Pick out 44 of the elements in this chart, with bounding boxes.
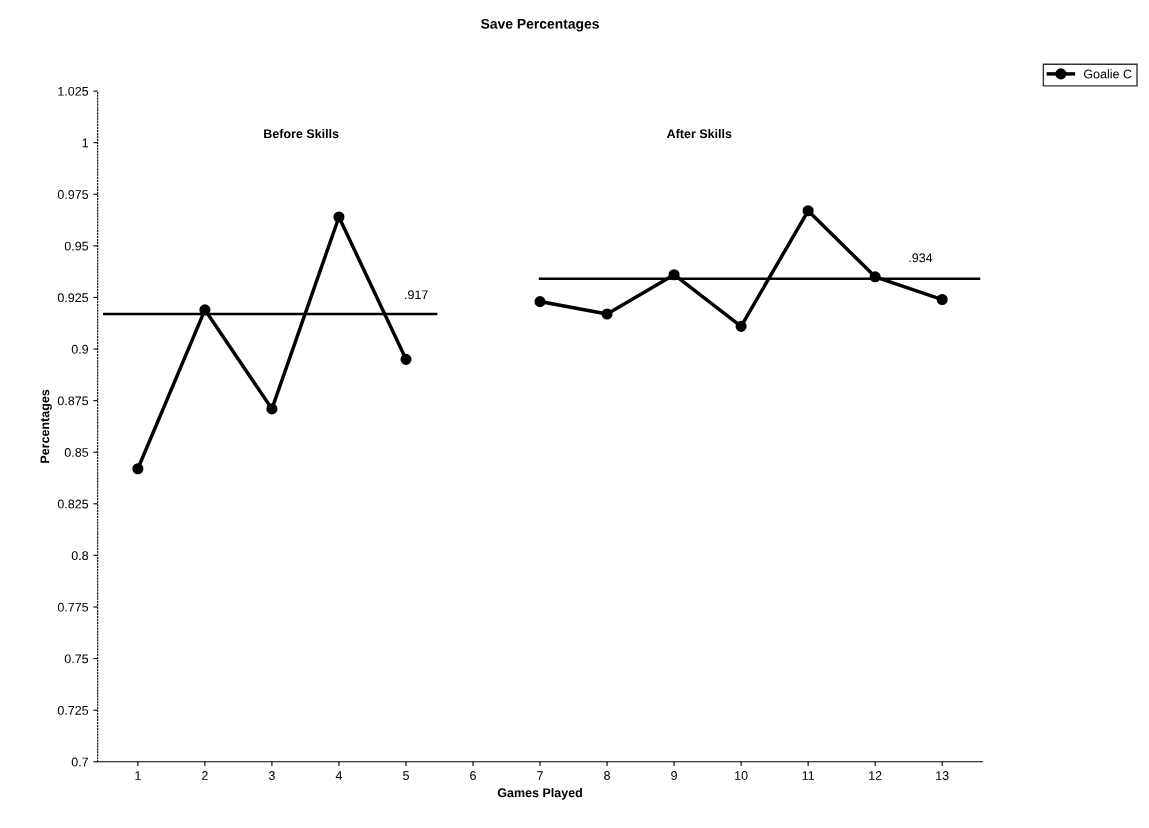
point bbox=[333, 211, 345, 223]
chart-title: Save Percentages bbox=[480, 18, 599, 32]
x-tick-label: 9 bbox=[671, 771, 677, 780]
y-tick-label: 0.975 bbox=[57, 190, 89, 199]
x-tick-label: 6 bbox=[470, 771, 476, 780]
y-tick-label: 0.925 bbox=[57, 293, 89, 303]
x-tick-label: 3 bbox=[268, 771, 275, 780]
x-tick-label: 8 bbox=[604, 771, 610, 780]
x-tick-label: 4 bbox=[335, 771, 343, 780]
point bbox=[936, 293, 948, 306]
point bbox=[534, 296, 546, 308]
x-axis-title: Games Played bbox=[497, 788, 582, 800]
point bbox=[735, 320, 747, 332]
y-tick-label: 0.875 bbox=[57, 396, 89, 406]
x-tick-label: 2 bbox=[202, 771, 208, 780]
point bbox=[802, 205, 814, 217]
point bbox=[266, 403, 278, 415]
y-tick-label: 1.025 bbox=[58, 86, 89, 96]
y-tick-label: 0.725 bbox=[57, 705, 89, 715]
x-tick-label: 10 bbox=[735, 771, 748, 780]
y-tick-label: 0.775 bbox=[57, 602, 89, 612]
point bbox=[132, 463, 144, 475]
y-axis-title: Percentages bbox=[40, 389, 52, 463]
y-tick-label: 0.8 bbox=[71, 551, 89, 561]
point bbox=[400, 353, 412, 365]
y-tick-label: 0.9 bbox=[71, 344, 89, 354]
x-tick-label: 7 bbox=[537, 771, 543, 780]
x-tick-label: 1 bbox=[135, 771, 141, 780]
x-tick-label: 5 bbox=[403, 771, 409, 780]
annotation: .917 bbox=[405, 290, 428, 300]
y-tick-label: 0.75 bbox=[64, 654, 89, 664]
annotation: After Skills bbox=[666, 128, 732, 139]
point bbox=[601, 308, 613, 320]
x-tick-label: 11 bbox=[802, 771, 815, 780]
annotation: Before Skills bbox=[264, 128, 339, 139]
y-tick-label: 1 bbox=[82, 138, 89, 148]
legend-label: Goalie C bbox=[1084, 69, 1132, 79]
y-tick-label: 0.85 bbox=[64, 448, 89, 457]
y-tick-label: 0.825 bbox=[57, 499, 89, 509]
x-tick-label: 13 bbox=[936, 771, 949, 780]
y-tick-label: 0.7 bbox=[71, 757, 89, 767]
y-tick-label: 0.95 bbox=[64, 241, 89, 251]
annotation: .934 bbox=[909, 253, 933, 263]
x-tick-label: 12 bbox=[869, 771, 882, 780]
